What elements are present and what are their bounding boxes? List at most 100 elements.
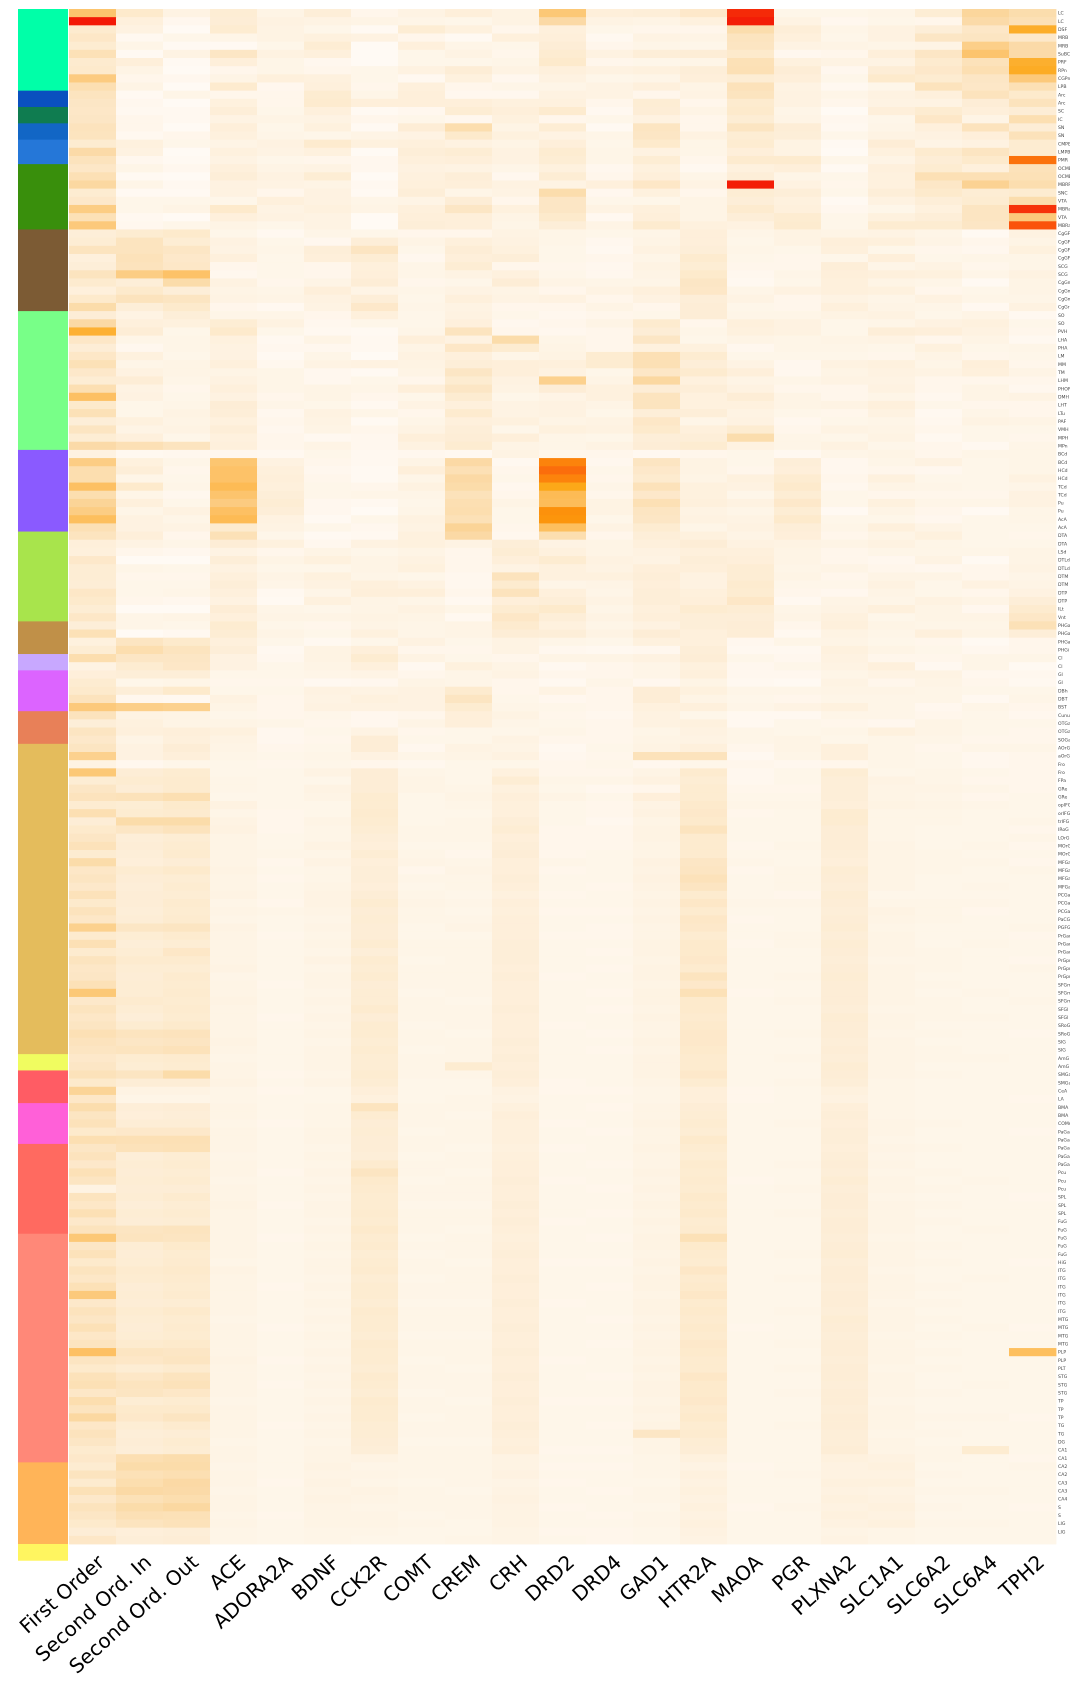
heatmap-cell [257,629,305,639]
heatmap-cell [727,1013,775,1022]
heatmap-cell [1009,1225,1057,1235]
heatmap-cell [398,866,446,875]
heatmap-cell [163,474,211,483]
heatmap-cell [445,1005,493,1014]
heatmap-cell [1009,74,1057,83]
heatmap-cell [398,384,446,394]
heatmap-cell [398,278,446,287]
heatmap-cell [69,1037,117,1047]
heatmap-cell [445,213,493,222]
heatmap-cell [680,74,728,83]
heatmap-cell [539,515,587,524]
heatmap-cell [915,515,963,524]
heatmap-cell [163,515,211,524]
heatmap-cell [492,131,540,141]
heatmap-cell [445,262,493,271]
row-label: DBh [1058,688,1068,694]
heatmap-cell [727,1192,775,1202]
heatmap-cell [1009,441,1057,451]
heatmap-cell [774,988,822,998]
heatmap-cell [210,596,258,606]
heatmap-cell [633,1266,681,1275]
heatmap-cell [962,245,1010,255]
heatmap-cell [915,1470,963,1480]
heatmap-cell [69,1429,117,1439]
heatmap-cell [163,400,211,410]
heatmap-cell [586,915,634,924]
heatmap-cell [445,66,493,75]
heatmap-cell [445,776,493,786]
heatmap-cell [539,621,587,630]
heatmap-cell [915,498,963,508]
heatmap-cell [116,188,164,198]
heatmap-cell [1009,1266,1057,1275]
heatmap-cell [304,1029,352,1039]
heatmap-cell [821,1233,869,1243]
heatmap-cell [586,425,634,434]
heatmap-cell [351,866,399,875]
heatmap-cell [633,1339,681,1349]
heatmap-cell [69,33,117,43]
heatmap-cell [821,980,869,990]
heatmap-cell [633,1143,681,1153]
heatmap-cell [633,474,681,483]
row-label: SCG [1058,264,1068,270]
heatmap-cell [351,1266,399,1275]
heatmap-cell [539,180,587,190]
heatmap-cell [398,262,446,271]
heatmap-cell [163,1535,211,1545]
row-label: AmG [1058,1064,1070,1070]
heatmap-cell [257,792,305,802]
heatmap-cell [1009,49,1057,59]
heatmap-cell [69,253,117,263]
heatmap-cell [962,1029,1010,1039]
heatmap-cell [445,1103,493,1112]
heatmap-cell [257,784,305,794]
heatmap-cell [492,613,540,622]
heatmap-cell [868,57,916,67]
heatmap-cell [69,1217,117,1226]
heatmap-cell [210,1397,258,1406]
heatmap-cell [492,988,540,998]
row-label: FPa [1058,778,1066,784]
heatmap-cell [492,1380,540,1390]
heatmap-cell [257,694,305,704]
heatmap-cell [398,923,446,933]
heatmap-cell [351,931,399,941]
heatmap-cell [539,800,587,810]
heatmap-cell [69,939,117,949]
heatmap-cell [351,1429,399,1439]
heatmap-cell [445,204,493,214]
heatmap-cell [680,1323,728,1333]
heatmap-cell [116,286,164,296]
heatmap-cell [1009,1168,1057,1177]
heatmap-cell [163,1495,211,1504]
heatmap-cell [915,564,963,573]
heatmap-cell [727,1135,775,1145]
heatmap-cell [821,539,869,549]
heatmap-cell [680,841,728,851]
heatmap-cell [962,882,1010,892]
heatmap-cell [210,343,258,353]
heatmap-cell [821,131,869,141]
heatmap-cell [116,425,164,434]
heatmap-cell [821,229,869,239]
heatmap-cell [727,229,775,239]
heatmap-cell [868,874,916,884]
heatmap-cell [539,507,587,516]
heatmap-cell [586,360,634,369]
heatmap-cell [492,1266,540,1275]
heatmap-cell [586,735,634,745]
heatmap-cell [304,1429,352,1439]
heatmap-cell [727,882,775,892]
heatmap-cell [116,1421,164,1431]
heatmap-cell [210,229,258,239]
heatmap-cell [821,1225,869,1235]
heatmap-cell [633,792,681,802]
heatmap-cell [868,800,916,810]
heatmap-cell [915,1241,963,1251]
heatmap-cell [445,515,493,524]
heatmap-cell [1009,1413,1057,1422]
heatmap-cell [492,898,540,908]
heatmap-cell [304,1143,352,1153]
